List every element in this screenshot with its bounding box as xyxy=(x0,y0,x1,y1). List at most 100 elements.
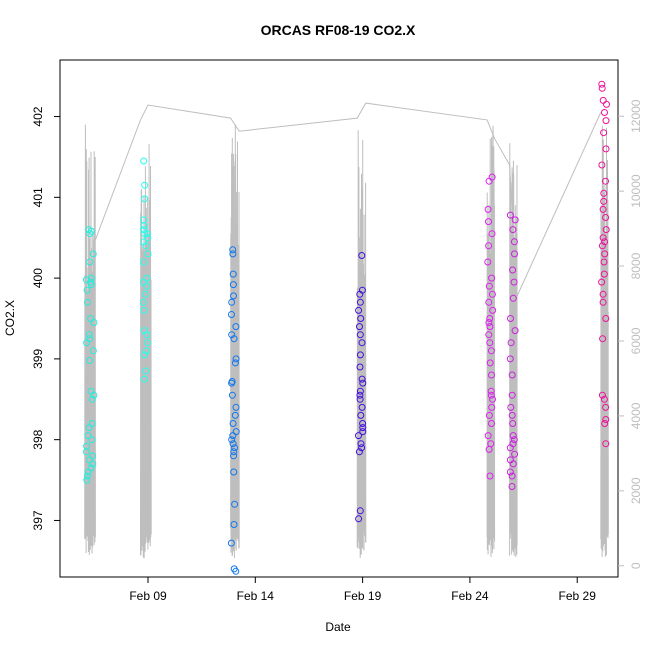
data-point xyxy=(143,331,151,339)
data-point xyxy=(232,355,240,363)
data-point xyxy=(488,290,496,298)
data-point xyxy=(511,250,518,258)
data-point xyxy=(227,539,235,547)
y-tick-label: 402 xyxy=(31,106,45,126)
data-point xyxy=(229,270,237,278)
data-point xyxy=(511,327,519,335)
data-point xyxy=(485,177,493,185)
data-point xyxy=(84,432,92,440)
data-point xyxy=(509,420,517,427)
data-point xyxy=(508,472,516,480)
data-point xyxy=(356,387,364,395)
data-point xyxy=(488,420,495,427)
data-point xyxy=(602,214,610,221)
data-point xyxy=(602,315,610,322)
data-point xyxy=(489,395,496,403)
data-point xyxy=(602,403,610,411)
data-point xyxy=(486,315,494,322)
data-point xyxy=(507,315,514,322)
data-point xyxy=(358,444,366,452)
data-point xyxy=(88,436,96,444)
data-point xyxy=(488,274,496,282)
data-point xyxy=(507,339,515,347)
y-tick-label: 398 xyxy=(31,429,45,449)
data-point xyxy=(143,282,151,290)
data-point xyxy=(229,432,237,440)
data-point xyxy=(228,379,236,387)
x-tick-label: Feb 29 xyxy=(559,589,597,603)
data-point xyxy=(143,230,151,238)
data-point xyxy=(355,306,363,314)
data-point xyxy=(506,211,514,219)
data-point xyxy=(603,100,610,108)
data-point xyxy=(355,515,363,523)
data-point xyxy=(87,274,95,282)
data-point xyxy=(228,436,236,444)
data-point xyxy=(230,448,238,456)
data-point xyxy=(601,238,609,246)
y2-tick-label: 0 xyxy=(629,562,643,569)
data-point xyxy=(488,403,496,411)
data-point xyxy=(508,391,516,399)
data-point xyxy=(232,428,240,436)
data-point xyxy=(359,420,367,427)
data-point xyxy=(140,157,148,165)
data-point xyxy=(229,250,237,258)
data-point xyxy=(357,411,365,419)
data-point xyxy=(600,129,608,137)
data-point xyxy=(600,197,608,205)
data-point xyxy=(598,278,606,286)
data-point xyxy=(599,234,607,242)
plot-frame xyxy=(59,59,619,578)
data-point xyxy=(358,375,366,383)
data-point xyxy=(359,428,367,436)
data-point xyxy=(602,440,610,448)
data-point xyxy=(510,436,518,444)
points-layer xyxy=(82,80,610,575)
data-point xyxy=(232,567,240,575)
data-point xyxy=(83,339,91,347)
data-point xyxy=(228,331,236,339)
data-point xyxy=(511,216,519,224)
data-point xyxy=(144,234,152,242)
data-point xyxy=(485,242,493,250)
data-point xyxy=(599,298,607,306)
data-point xyxy=(485,298,493,306)
data-point xyxy=(83,476,91,484)
data-point xyxy=(83,286,91,294)
data-point xyxy=(89,250,97,258)
data-point xyxy=(598,161,606,169)
data-point xyxy=(85,456,93,464)
data-point xyxy=(486,323,494,331)
y-tick-label: 397 xyxy=(31,510,45,530)
data-point xyxy=(510,278,518,286)
data-point xyxy=(356,391,364,399)
data-point xyxy=(489,306,497,314)
data-point xyxy=(230,335,238,343)
data-point xyxy=(511,450,519,458)
data-point xyxy=(600,189,608,197)
data-point xyxy=(144,339,151,347)
x-axis-label: Date xyxy=(325,620,351,634)
data-point xyxy=(141,181,149,189)
data-point xyxy=(507,403,515,411)
x-tick-label: Feb 09 xyxy=(129,589,167,603)
data-point xyxy=(357,315,365,322)
data-point xyxy=(506,468,514,476)
y2-tick-label: 10000 xyxy=(629,174,643,208)
data-point xyxy=(87,278,95,286)
data-point xyxy=(228,311,235,318)
data-point xyxy=(356,507,364,515)
data-point xyxy=(485,282,493,290)
altitude-trace xyxy=(230,124,240,559)
data-point xyxy=(484,258,492,266)
y2-tick-label: 4000 xyxy=(629,402,643,429)
data-point xyxy=(485,319,493,326)
data-point xyxy=(486,339,494,347)
data-point xyxy=(508,483,516,490)
data-point xyxy=(143,274,151,282)
y2-axis: 0 2000 4000 6000 8000 10000 12000 xyxy=(618,99,643,569)
data-point xyxy=(484,205,492,213)
data-point xyxy=(509,432,517,440)
altitude-trace xyxy=(509,143,518,558)
